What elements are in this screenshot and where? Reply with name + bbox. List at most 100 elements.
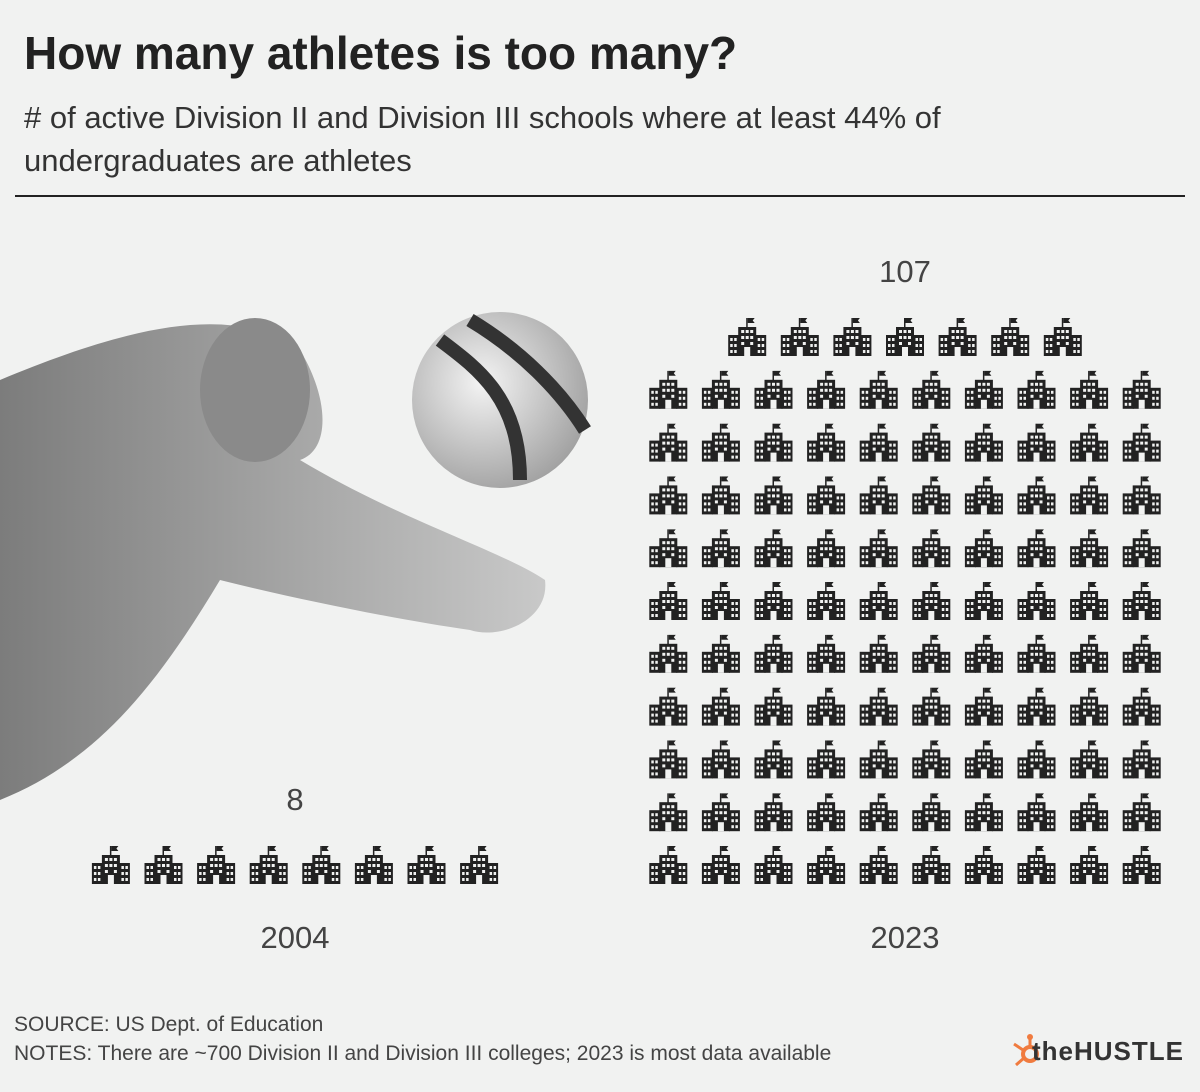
school-icon: [649, 423, 688, 462]
school-icon: [649, 634, 688, 673]
school-icon: [1122, 582, 1161, 620]
school-icon: [859, 687, 898, 726]
icon-group: [649, 318, 1161, 884]
school-icon: [649, 370, 688, 409]
school-icon: [649, 476, 688, 515]
school-icon: [859, 582, 898, 620]
subtitle: # of active Division II and Division III…: [24, 100, 941, 178]
school-icon: [1070, 423, 1109, 462]
school-icon: [859, 846, 898, 884]
school-icon: [964, 476, 1003, 515]
hubspot-logo: [1013, 1034, 1039, 1067]
school-icon: [701, 634, 740, 673]
school-icon: [912, 634, 951, 673]
school-icon: [754, 423, 793, 462]
school-icon: [912, 529, 951, 568]
school-icon: [649, 582, 688, 620]
chart: 8 2004 107 2023: [0, 254, 1161, 955]
school-icon: [754, 740, 793, 779]
school-icon: [807, 687, 846, 726]
value-label: 107: [879, 254, 931, 289]
school-icon: [754, 687, 793, 726]
school-icon: [886, 318, 924, 356]
photo: [0, 312, 591, 800]
school-icon: [859, 370, 898, 409]
school-icon: [354, 846, 393, 884]
school-icon: [649, 687, 688, 726]
school-icon: [859, 793, 898, 832]
school-icon: [197, 846, 236, 884]
school-icon: [859, 740, 898, 779]
school-icon: [1017, 370, 1056, 409]
school-icon: [1122, 846, 1161, 884]
school-icon: [754, 846, 793, 884]
school-icon: [728, 318, 767, 356]
school-icon: [460, 846, 499, 884]
school-icon: [964, 423, 1003, 462]
school-icon: [1122, 476, 1161, 515]
school-icon: [1122, 740, 1161, 779]
school-icon: [807, 476, 846, 515]
school-icon: [1070, 687, 1109, 726]
school-icon: [1017, 846, 1056, 884]
icon-group: [91, 846, 499, 884]
category-label: 2004: [261, 920, 330, 955]
school-icon: [701, 476, 740, 515]
brand: theHUSTLE: [1032, 1036, 1184, 1066]
school-icon: [807, 582, 846, 620]
category-label: 2023: [871, 920, 940, 955]
school-icon: [912, 582, 951, 620]
school-icon: [912, 423, 951, 462]
school-icon: [1070, 740, 1109, 779]
source: SOURCE: US Dept. of Education: [14, 1013, 324, 1036]
school-icon: [649, 793, 688, 832]
school-icon: [1122, 423, 1161, 462]
school-icon: [754, 476, 793, 515]
value-label: 8: [286, 782, 303, 817]
school-icon: [964, 687, 1003, 726]
school-icon: [912, 846, 951, 884]
school-icon: [649, 846, 688, 884]
school-icon: [701, 687, 740, 726]
school-icon: [807, 740, 846, 779]
school-icon: [249, 846, 288, 884]
school-icon: [1070, 846, 1109, 884]
school-icon: [964, 370, 1003, 409]
school-icon: [859, 529, 898, 568]
school-icon: [701, 740, 740, 779]
school-icon: [1122, 370, 1161, 409]
school-icon: [144, 846, 183, 884]
school-icon: [701, 423, 740, 462]
school-icon: [807, 634, 846, 673]
school-icon: [912, 687, 951, 726]
school-icon: [701, 793, 740, 832]
school-icon: [964, 634, 1003, 673]
school-icon: [1017, 793, 1056, 832]
school-icon: [701, 846, 740, 884]
school-icon: [1122, 634, 1161, 673]
school-icon: [1122, 793, 1161, 832]
school-icon: [833, 318, 872, 356]
school-icon: [701, 370, 740, 409]
school-icon: [1017, 582, 1056, 620]
school-icon: [754, 793, 793, 832]
school-icon: [649, 529, 688, 568]
divider: [15, 195, 1185, 197]
school-icon: [991, 318, 1030, 356]
school-icon: [754, 370, 793, 409]
school-icon: [1017, 740, 1056, 779]
school-icon: [1043, 318, 1082, 356]
school-icon: [912, 740, 951, 779]
school-icon: [701, 582, 740, 620]
school-icon: [859, 423, 898, 462]
school-icon: [1070, 793, 1109, 832]
school-icon: [859, 476, 898, 515]
school-icon: [91, 846, 130, 884]
school-icon: [807, 793, 846, 832]
title: How many athletes is too many?: [24, 27, 738, 79]
school-icon: [912, 793, 951, 832]
school-icon: [1070, 370, 1109, 409]
school-icon: [1122, 529, 1161, 568]
school-icon: [1070, 634, 1109, 673]
school-icon: [780, 318, 819, 356]
